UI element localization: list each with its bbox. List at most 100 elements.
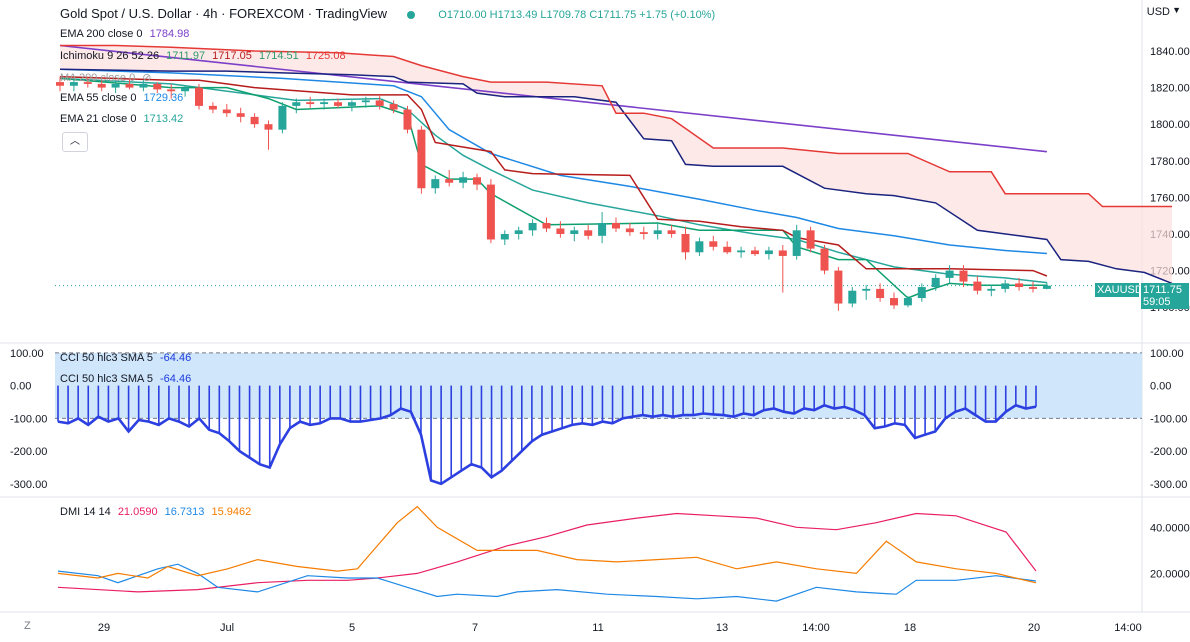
candle-body xyxy=(612,223,620,229)
candle-body xyxy=(306,102,315,105)
candle-body xyxy=(959,270,968,282)
price-tick-label: 1780.00 xyxy=(1150,156,1190,168)
candle-body xyxy=(473,177,481,185)
candle-body xyxy=(834,270,843,304)
market-open-indicator xyxy=(406,10,415,19)
candle-body xyxy=(97,83,106,88)
legend-ma200[interactable]: MA 200 close 0 ⊘ xyxy=(60,71,156,84)
candle-body xyxy=(125,83,134,88)
legend-label: DMI 14 14 xyxy=(60,506,111,518)
candle-body xyxy=(806,230,815,249)
candle-body xyxy=(639,232,648,234)
candle-body xyxy=(653,230,662,234)
price-tick-label: 1800.00 xyxy=(1150,119,1190,131)
legend-ema21[interactable]: EMA 21 close 0 1713.42 xyxy=(60,113,187,125)
legend-label: CCI 50 hlc3 SMA 5 xyxy=(60,373,153,385)
candle-body xyxy=(292,102,301,106)
cci-tick-label-right: 100.00 xyxy=(1150,348,1184,360)
symbol-title: Gold Spot / U.S. Dollar · 4h · FOREXCOM … xyxy=(60,6,388,21)
legend-value: 1713.42 xyxy=(143,113,184,125)
candle-body xyxy=(181,87,190,92)
legend-label: Ichimoku 9 26 52 26 xyxy=(60,50,160,62)
legend-ema200[interactable]: EMA 200 close 0 1784.98 xyxy=(60,28,193,40)
eye-off-icon[interactable]: ⊘ xyxy=(142,72,152,84)
candle-body xyxy=(723,246,732,253)
candle-body xyxy=(751,250,759,255)
candle-body xyxy=(570,230,579,234)
legend-cci-1[interactable]: CCI 50 hlc3 SMA 5 -64.46 xyxy=(60,352,195,364)
chevron-down-icon[interactable]: ▼ xyxy=(1172,5,1181,15)
cci-tick-label-right: -300.00 xyxy=(1150,479,1187,491)
candle-body xyxy=(709,241,718,247)
candle-body xyxy=(222,109,231,114)
legend-ichimoku[interactable]: Ichimoku 9 26 52 26 1711.97 1717.05 1714… xyxy=(60,50,350,62)
cci-tick-label-right: 0.00 xyxy=(1150,381,1171,393)
candle-body xyxy=(139,83,148,88)
legend-value: 15.9462 xyxy=(211,506,252,518)
candle-body xyxy=(500,233,509,240)
candle-body xyxy=(111,83,120,88)
candle-body xyxy=(278,105,287,130)
candle-body xyxy=(820,248,829,271)
legend-value: 1711.97 xyxy=(166,50,206,62)
legend-value: 1729.36 xyxy=(143,92,184,104)
candle-body xyxy=(1042,285,1051,289)
candle-body xyxy=(1029,287,1037,289)
zoom-reset-button[interactable]: Z xyxy=(24,620,31,632)
candle-body xyxy=(250,116,259,125)
legend-label: EMA 200 close 0 xyxy=(60,28,143,40)
legend-ema55[interactable]: EMA 55 close 0 1729.36 xyxy=(60,92,187,104)
candle-body xyxy=(598,223,607,236)
price-tag-symbol: XAUUSD xyxy=(1095,283,1143,297)
candle-body xyxy=(584,230,593,236)
cci-tick-label-left: 100.00 xyxy=(10,348,44,360)
legend-label: MA 200 close 0 xyxy=(60,72,136,84)
candle-body xyxy=(334,102,342,106)
cci-line xyxy=(57,403,1037,486)
dmi-tick-label: 20.0000 xyxy=(1150,568,1190,580)
candle-body xyxy=(890,298,898,306)
candle-body xyxy=(56,82,64,86)
legend-value: 16.7313 xyxy=(164,506,205,518)
indicator-line xyxy=(59,68,1173,285)
legend-value: 21.0590 xyxy=(117,506,158,518)
candle-body xyxy=(737,250,746,253)
time-tick-label: 7 xyxy=(472,622,478,634)
cci-tick-label-left: -300.00 xyxy=(10,479,47,491)
candle-body xyxy=(375,100,384,106)
candle-body xyxy=(83,82,92,84)
candle-body xyxy=(347,102,356,106)
candle-body xyxy=(389,104,398,110)
legend-cci-2[interactable]: CCI 50 hlc3 SMA 5 -64.46 xyxy=(60,373,195,385)
time-tick-label: 20 xyxy=(1028,622,1040,634)
chevron-up-icon: ︿ xyxy=(70,136,80,147)
candle-body xyxy=(987,288,996,291)
legend-value: -64.46 xyxy=(160,373,192,385)
candle-body xyxy=(973,281,982,291)
candle-body xyxy=(153,83,162,90)
cci-tick-label-right: -200.00 xyxy=(1150,446,1187,458)
candle-body xyxy=(945,270,954,278)
legend-value: 1714.51 xyxy=(258,50,299,62)
collapse-legend-button[interactable]: ︿ xyxy=(62,132,88,152)
legend-value: 1725.08 xyxy=(305,50,346,62)
cci-tick-label-left: 0.00 xyxy=(10,381,31,393)
price-tick-label: 1760.00 xyxy=(1150,192,1190,204)
time-tick-label: 14:00 xyxy=(1114,622,1142,634)
indicator-line xyxy=(59,68,1047,255)
candle-body xyxy=(1001,283,1010,289)
cci-tick-label-right: -100.00 xyxy=(1150,413,1187,425)
candle-body xyxy=(556,228,565,234)
legend-value: 1717.05 xyxy=(212,50,252,62)
dmi-line xyxy=(57,563,1037,602)
candle-body xyxy=(876,288,885,299)
candle-body xyxy=(208,105,217,110)
candle-body xyxy=(417,129,426,189)
currency-label[interactable]: USD xyxy=(1146,6,1170,18)
legend-value: 1784.98 xyxy=(149,28,190,40)
legend-dmi[interactable]: DMI 14 14 21.0590 16.7313 15.9462 xyxy=(60,506,255,518)
time-tick-label: 14:00 xyxy=(802,622,830,634)
candle-body xyxy=(361,100,370,103)
candle-body xyxy=(695,241,704,253)
